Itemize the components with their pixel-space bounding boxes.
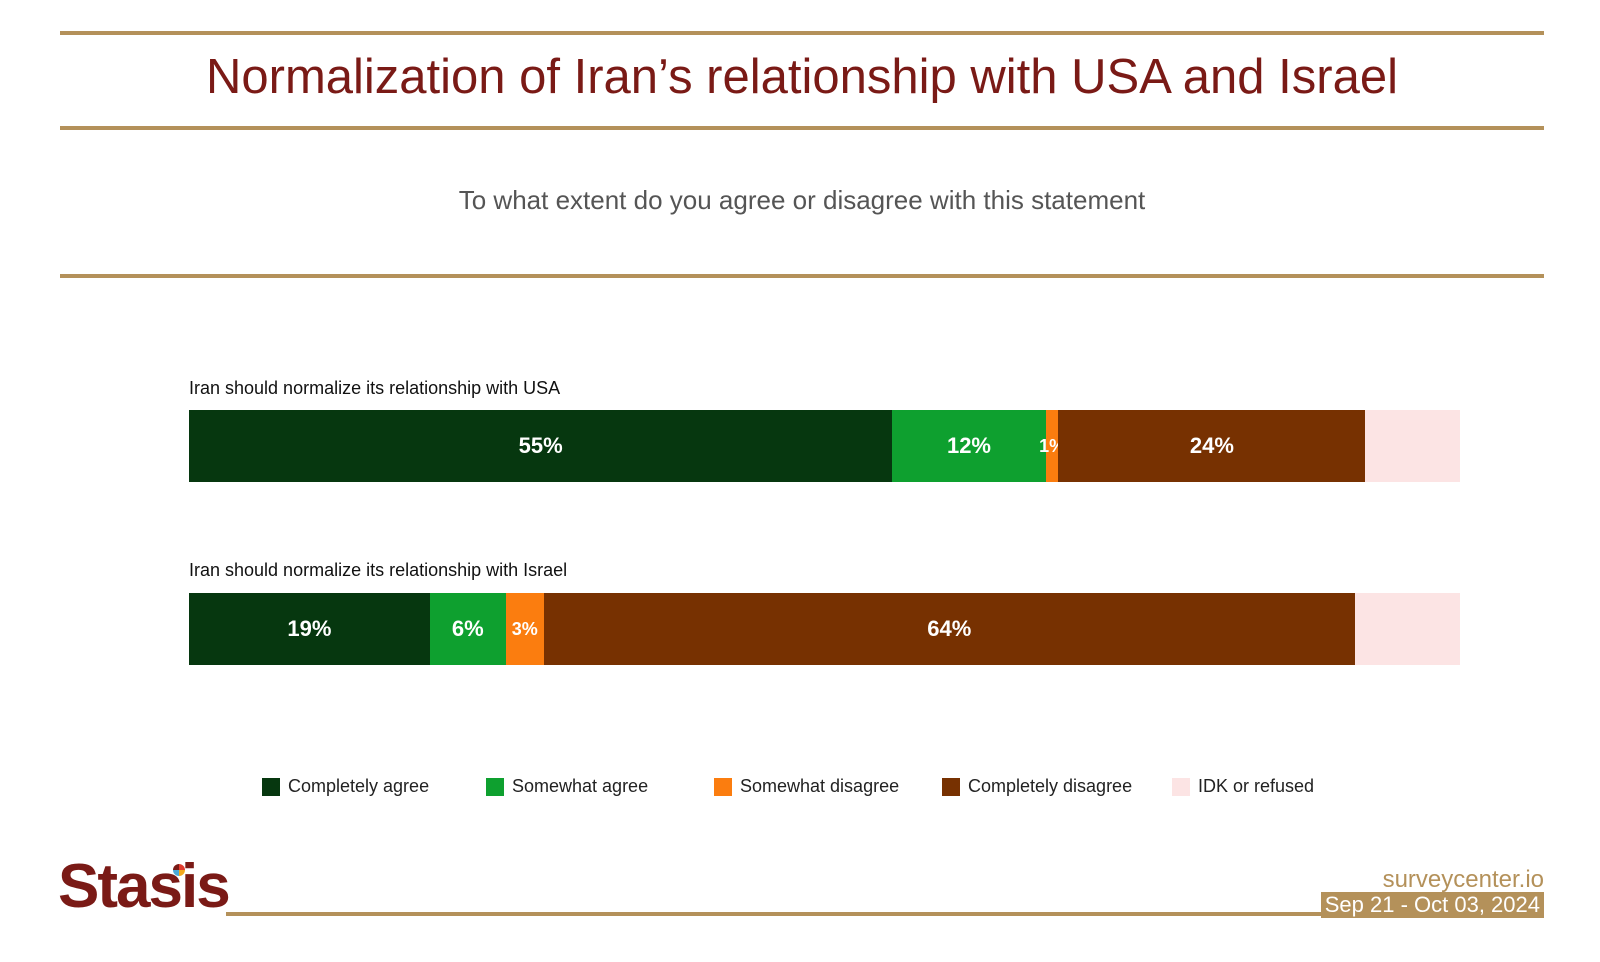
title-rule: [60, 126, 1544, 130]
question-label-usa: Iran should normalize its relationship w…: [189, 378, 561, 398]
bar-segment-somewhat-agree: 6%: [429, 593, 506, 665]
stasis-logo: Stasis: [58, 852, 231, 921]
legend-swatch: [1172, 777, 1190, 796]
legend-label: Somewhat agree: [512, 776, 649, 796]
legend-swatch: [942, 777, 960, 796]
bar-segment-somewhat-disagree: 3%: [505, 593, 544, 665]
legend-swatch: [486, 777, 504, 796]
data-label: 6%: [451, 616, 484, 641]
chart-subtitle: To what extent do you agree or disagree …: [458, 185, 1146, 215]
data-label: 12%: [946, 433, 991, 458]
footer-rule: [226, 912, 1331, 916]
legend-item-completely-agree: Completely agree: [262, 776, 429, 797]
footer-site: surveycenter.io: [1382, 866, 1544, 893]
bar-segment-somewhat-agree: 12%: [892, 410, 1046, 482]
legend-item-somewhat-agree: Somewhat agree: [486, 776, 648, 797]
bar-segment-completely-agree: 55%: [189, 410, 893, 482]
subtitle-rule: [60, 274, 1544, 278]
bar-segment-completely-disagree: 64%: [543, 593, 1355, 665]
chart-legend: Completely agree Somewhat agree Somewhat d…: [0, 776, 1600, 802]
legend-label: Completely disagree: [968, 776, 1133, 796]
legend-label: Somewhat disagree: [740, 776, 900, 796]
logo-dot-icon: [173, 864, 185, 876]
legend-item-completely-disagree: Completely disagree: [942, 776, 1132, 797]
bar-segment-somewhat-disagree: 1%: [1039, 410, 1065, 482]
bar-segment-completely-disagree: 24%: [1058, 410, 1366, 482]
legend-label: IDK or refused: [1198, 776, 1315, 796]
top-rule: [60, 31, 1544, 35]
data-label: 3%: [511, 618, 538, 639]
page-title: Normalization of Iran’s relationship wit…: [205, 50, 1398, 104]
stacked-bar-usa: 55% 12% 1% 24%: [189, 410, 1460, 482]
legend-swatch: [262, 777, 280, 796]
question-label-israel: Iran should normalize its relationship w…: [189, 560, 568, 580]
bar-segment-idk-or-refused: [1365, 410, 1460, 482]
bar-segment-completely-agree: 19%: [189, 593, 430, 665]
data-label: 55%: [518, 433, 563, 458]
stacked-bar-israel: 19% 6% 3% 64%: [189, 593, 1460, 665]
data-label: 19%: [287, 616, 332, 641]
data-label: 64%: [927, 616, 972, 641]
legend-item-idk-or-refused: IDK or refused: [1172, 776, 1314, 797]
footer-date-range: Sep 21 - Oct 03, 2024: [1320, 892, 1544, 918]
legend-label: Completely agree: [288, 776, 430, 796]
legend-item-somewhat-disagree: Somewhat disagree: [714, 776, 899, 797]
bar-segment-idk-or-refused: [1354, 593, 1460, 665]
data-label: 24%: [1189, 433, 1234, 458]
legend-swatch: [714, 777, 732, 796]
